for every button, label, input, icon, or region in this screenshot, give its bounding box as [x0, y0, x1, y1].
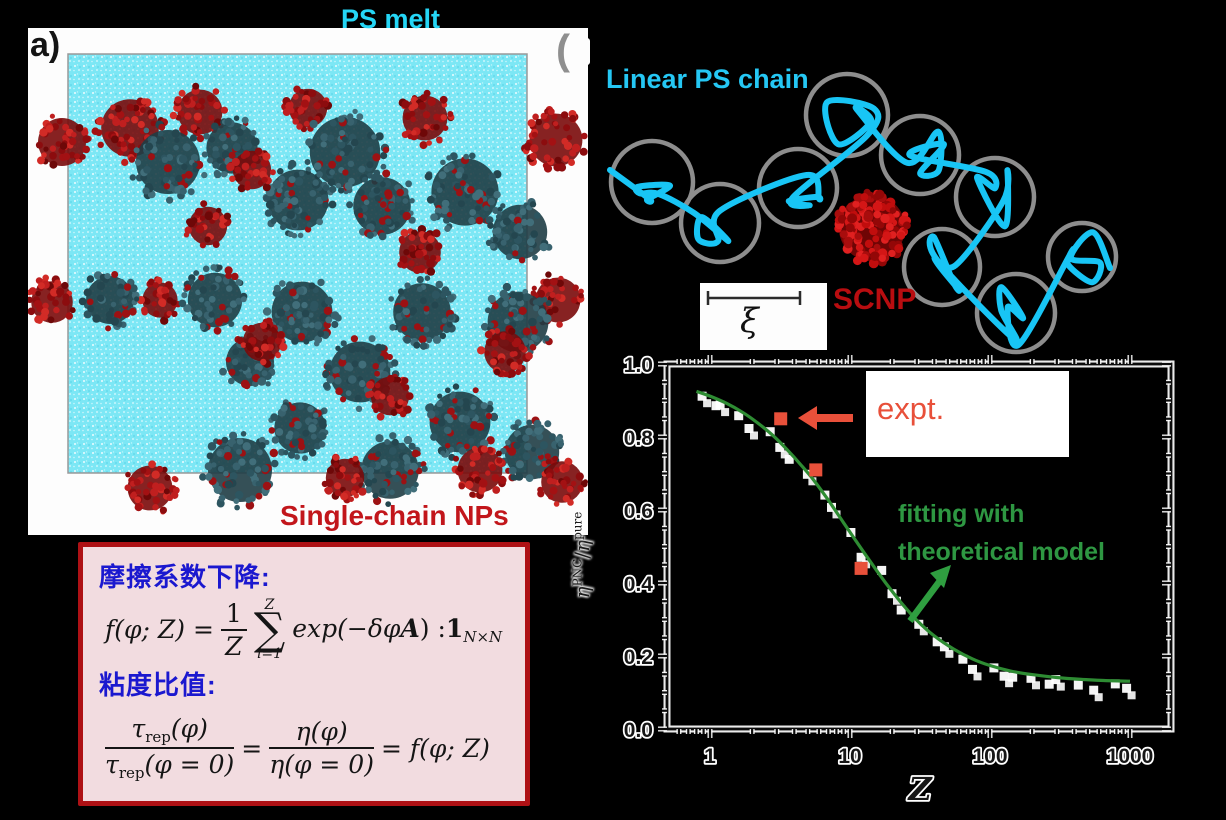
ps-chain-path [607, 97, 1113, 349]
fit-annotation: fitting with theoretical model [898, 495, 1105, 571]
svg-text:Z: Z [906, 770, 933, 808]
theory-box: 摩擦系数下降: f(φ; Z) = 1 Z Z ∑ i=1 exp(−δφA) … [78, 542, 530, 806]
correlation-length-box: ξ [700, 283, 827, 350]
scnp-cluster [834, 188, 911, 269]
nanoparticle-clusters [26, 82, 589, 515]
single-chain-nps-label: Single-chain NPs [280, 500, 509, 531]
white-fragment [577, 38, 590, 65]
eq1-rhs: exp(−δφA) :1N×N [292, 613, 503, 646]
panel-a [26, 28, 589, 535]
expt-legend-label: expt. [877, 391, 945, 426]
svg-text:1: 1 [704, 745, 716, 768]
fit-curve [695, 389, 1131, 683]
svg-text:0.6: 0.6 [624, 500, 653, 523]
friction-equation: f(φ; Z) = 1 Z Z ∑ i=1 exp(−δφA) :1N×N [105, 598, 525, 661]
pure-superscript: pure [570, 511, 585, 540]
ps-melt-label: PS melt [341, 4, 441, 34]
viscosity-equation: τrep(φ) τrep(φ = 0) = η(φ) η(φ = 0) = f(… [105, 714, 525, 782]
plot-frame [658, 355, 1175, 738]
eta-symbol: η [570, 586, 594, 599]
eta-fraction: η(φ) η(φ = 0) [269, 717, 374, 780]
eq1-fraction: 1 Z [220, 599, 247, 661]
friction-heading: 摩擦系数下降: [99, 562, 271, 592]
svg-text:0.4: 0.4 [624, 573, 654, 596]
eq1-lhs: f(φ; Z) = [105, 615, 214, 645]
simulation-snapshot [26, 53, 589, 515]
summation: Z ∑ i=1 [253, 597, 286, 663]
xi-scale-bar [706, 291, 802, 305]
pnc-superscript: PNC [570, 558, 585, 587]
svg-text:10: 10 [838, 745, 861, 768]
legend-box: expt. [866, 371, 1069, 457]
svg-text:0.0: 0.0 [624, 719, 653, 742]
svg-text:1.0: 1.0 [624, 354, 653, 377]
y-axis-label: ηPNC/ηpure [570, 490, 600, 620]
svg-text:1000: 1000 [1107, 745, 1154, 768]
eta-symbol: η [570, 539, 594, 552]
panel-a-label: a) [30, 26, 61, 64]
svg-text:0.2: 0.2 [624, 646, 653, 669]
fit-annotation-line1: fitting with [898, 500, 1025, 528]
fit-annotation-line2: theoretical model [898, 538, 1105, 566]
xi-symbol: ξ [740, 301, 759, 341]
viscosity-heading: 粘度比值: [99, 670, 217, 701]
paren-glyph: ( [556, 26, 570, 73]
linear-ps-chain-label: Linear PS chain [606, 64, 809, 94]
equals: = [241, 733, 263, 763]
svg-text:100: 100 [972, 745, 1007, 768]
expt-points [774, 412, 868, 575]
scnp-label: SCNP [833, 283, 917, 316]
tau-fraction: τrep(φ) τrep(φ = 0) [105, 714, 235, 783]
red-arrow [798, 406, 853, 430]
eq2-rhs: = f(φ; Z) [380, 733, 490, 763]
slash: / [570, 551, 594, 559]
svg-text:0.8: 0.8 [624, 427, 654, 450]
green-arrow [907, 565, 951, 623]
